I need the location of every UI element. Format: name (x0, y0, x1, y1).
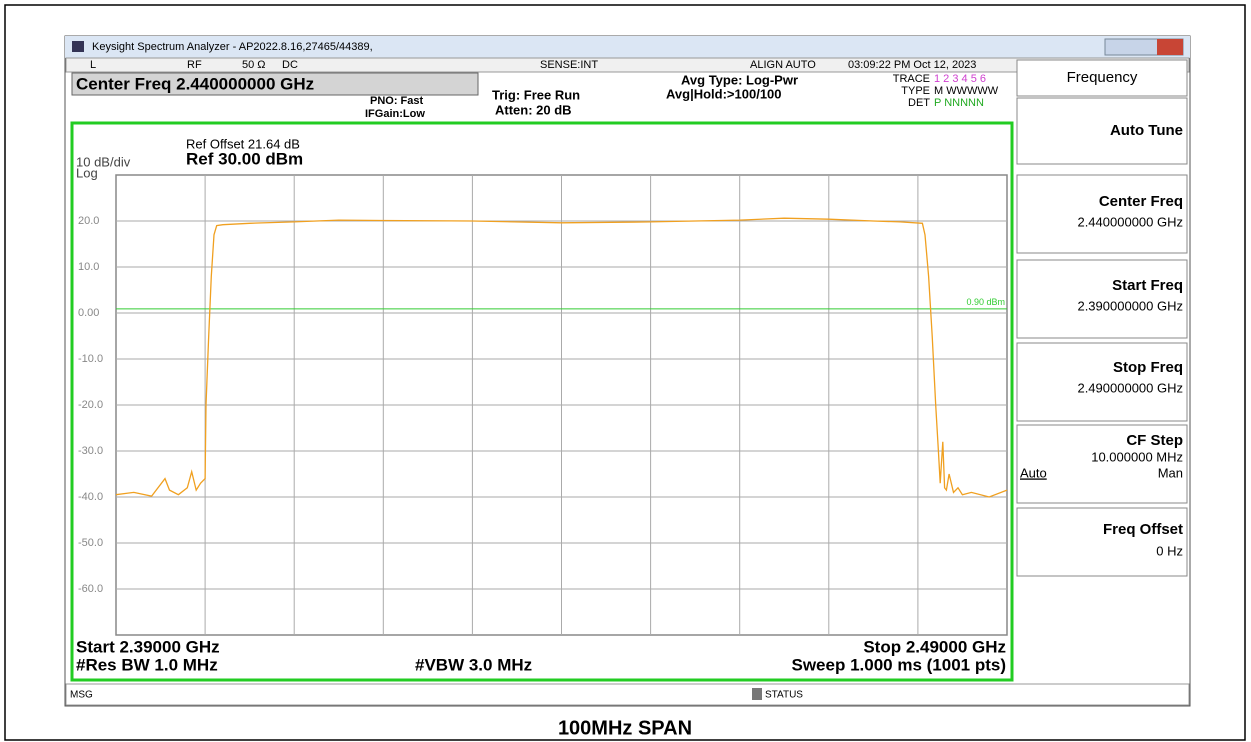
softkey-label[interactable]: Freq Offset (1103, 521, 1183, 538)
center-freq: Center Freq 2.440000000 GHz (76, 74, 314, 93)
menu-key (1016, 59, 1188, 97)
msg: MSG (70, 690, 93, 701)
y-tick-label: 0.00 (78, 307, 99, 319)
ref-offset: Ref Offset 21.64 dB (186, 136, 300, 151)
scale: 10 dB/div (76, 154, 131, 169)
impedance: 50 Ω (242, 59, 266, 71)
menu-title: Frequency (1067, 69, 1138, 86)
start: Start 2.39000 GHz (76, 637, 220, 656)
softkey[interactable] (1016, 342, 1188, 422)
softkey-value: 2.490000000 GHz (1077, 380, 1183, 395)
softkey[interactable] (1016, 97, 1188, 165)
softkey-label[interactable]: Stop Freq (1113, 359, 1183, 376)
stop: Stop 2.49000 GHz (863, 637, 1006, 656)
rf: RF (187, 59, 202, 71)
trace-label: TRACE (893, 73, 930, 85)
softkey-value: 2.440000000 GHz (1077, 214, 1183, 229)
avg-hold: Avg|Hold:>100/100 (666, 86, 782, 101)
plot-frame (70, 121, 1014, 682)
softkey-label[interactable]: Start Freq (1112, 277, 1183, 294)
softkey-label[interactable]: Auto Tune (1110, 122, 1183, 139)
trace (115, 217, 1008, 498)
auto-option[interactable]: Auto (1020, 465, 1047, 480)
status: STATUS (765, 690, 803, 701)
softkey[interactable] (1016, 174, 1188, 254)
plot: 20.0 10.0 0.00 -10.0 -20.0 -30.0 -40.0 -50.0 -60… (78, 174, 1008, 636)
rbw: #Res BW 1.0 MHz (76, 655, 218, 674)
trace-nums: 1 2 3 4 5 6 (934, 73, 986, 85)
ifgain: IFGain:Low (365, 108, 425, 120)
y-tick-label: -30.0 (78, 445, 103, 457)
status-row (65, 57, 1190, 73)
center-box (71, 72, 479, 96)
det-vals: P NNNNN (934, 97, 984, 109)
atten: Atten: 20 dB (495, 102, 572, 117)
trig: Trig: Free Run (492, 87, 580, 102)
vbw: #VBW 3.0 MHz (415, 655, 532, 674)
avg-type: Avg Type: Log-Pwr (681, 72, 798, 87)
caption: 100MHz SPAN (558, 717, 692, 739)
window-title: Keysight Spectrum Analyzer - AP2022.8.16… (92, 41, 373, 53)
display-line-label: 0.90 dBm (966, 297, 1005, 307)
det-label: DET (908, 97, 930, 109)
softkey-value: 2.390000000 GHz (1077, 298, 1183, 313)
pno: PNO: Fast (370, 95, 424, 107)
softkeys: Frequency Auto Tune Center Freq 2.440000… (1016, 59, 1188, 577)
input: L (90, 59, 96, 71)
y-tick-label: 10.0 (78, 261, 99, 273)
softkey[interactable] (1016, 424, 1188, 504)
y-tick-label: -60.0 (78, 583, 103, 595)
y-tick-label: -40.0 (78, 491, 103, 503)
status-icon (752, 688, 762, 700)
sense: SENSE:INT (540, 59, 598, 71)
softkey[interactable] (1016, 259, 1188, 339)
softkey-value: 10.000000 MHz (1091, 449, 1183, 464)
status-bar (65, 683, 1190, 706)
type-vals: M WWWWW (934, 85, 999, 97)
ref-level: Ref 30.00 dBm (186, 149, 303, 168)
align: ALIGN AUTO (750, 59, 816, 71)
app-icon (72, 41, 84, 52)
y-tick-label: 20.0 (78, 215, 99, 227)
man-option[interactable]: Man (1158, 465, 1183, 480)
sweep: Sweep 1.000 ms (1001 pts) (791, 655, 1006, 674)
type-label: TYPE (901, 85, 930, 97)
softkey-label[interactable]: CF Step (1126, 432, 1183, 449)
close-button[interactable] (1157, 39, 1183, 55)
scale-type: Log (76, 165, 98, 180)
softkey[interactable] (1016, 507, 1188, 577)
y-tick-label: -10.0 (78, 353, 103, 365)
y-tick-label: -20.0 (78, 399, 103, 411)
softkey-value: 0 Hz (1156, 543, 1183, 558)
datetime: 03:09:22 PM Oct 12, 2023 (848, 59, 976, 71)
y-tick-label: -50.0 (78, 537, 103, 549)
coupling: DC (282, 59, 298, 71)
softkey-label[interactable]: Center Freq (1099, 193, 1183, 210)
title-bar (65, 36, 1190, 58)
